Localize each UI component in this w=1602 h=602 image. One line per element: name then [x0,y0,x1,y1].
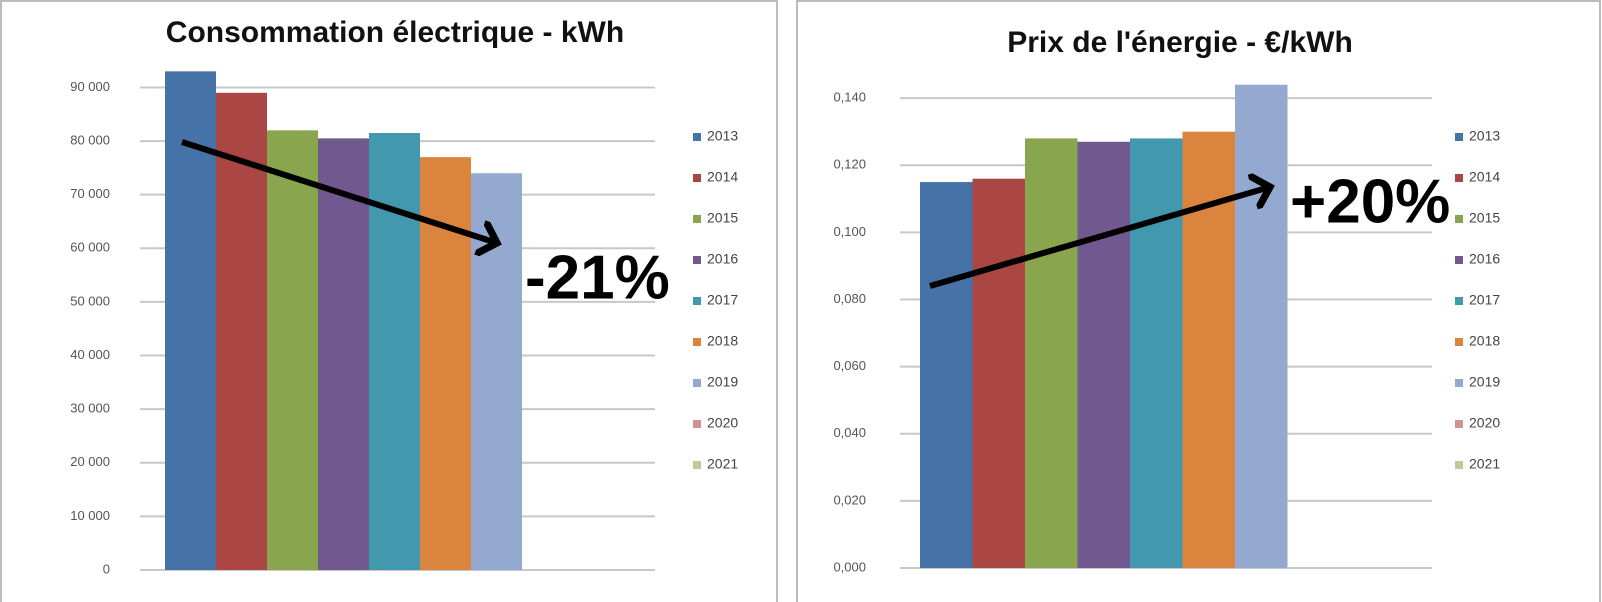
bar [1235,84,1288,568]
y-tick-label: 0,100 [833,224,866,239]
bar [1025,138,1078,569]
legend-swatch [1455,256,1463,264]
legend-swatch [1455,338,1463,346]
legend-swatch [693,215,701,223]
bar [1077,141,1130,568]
legend-label: 2021 [1469,456,1500,472]
annotation: -21% [525,243,670,312]
bar [267,130,318,570]
legend-label: 2015 [1469,210,1500,226]
y-tick-label: 90 000 [70,79,110,94]
y-tick-label: 0,020 [833,492,866,507]
bar [471,173,522,570]
legend-swatch [1455,461,1463,469]
legend-swatch [1455,420,1463,428]
chart-title: Consommation électrique - kWh [166,16,624,49]
legend-label: 2016 [707,251,738,267]
y-tick-label: 0,120 [833,157,866,172]
legend-swatch [1455,133,1463,141]
bar [920,182,973,569]
legend-swatch [1455,215,1463,223]
y-tick-label: 70 000 [70,186,110,201]
y-tick-label: 0,000 [833,559,866,574]
y-tick-label: 0,140 [833,90,866,105]
legend-swatch [693,420,701,428]
legend-label: 2018 [707,333,738,349]
chart-title: Prix de l'énergie - €/kWh [1007,26,1353,59]
y-tick-label: 50 000 [70,293,110,308]
legend-swatch [1455,297,1463,305]
bar [972,178,1025,568]
legend-swatch [693,133,701,141]
y-tick-label: 40 000 [70,347,110,362]
annotation: +20% [1290,167,1450,236]
legend-label: 2014 [707,169,738,185]
legend-swatch [1455,174,1463,182]
y-tick-label: 0,040 [833,425,866,440]
legend-label: 2013 [707,128,738,144]
legend-label: 2015 [707,210,738,226]
legend-label: 2019 [1469,374,1500,390]
legend-label: 2014 [1469,169,1500,185]
y-tick-label: 10 000 [70,508,110,523]
legend-label: 2018 [1469,333,1500,349]
legend-swatch [693,256,701,264]
y-tick-label: 0 [103,561,110,576]
legend-swatch [693,461,701,469]
y-tick-label: 0,080 [833,291,866,306]
legend-swatch [693,297,701,305]
legend-label: 2013 [1469,128,1500,144]
legend-label: 2017 [707,292,738,308]
y-tick-label: 60 000 [70,240,110,255]
legend-label: 2019 [707,374,738,390]
legend-swatch [1455,379,1463,387]
y-tick-label: 20 000 [70,454,110,469]
legend-label: 2017 [1469,292,1500,308]
y-tick-label: 0,060 [833,358,866,373]
legend-label: 2016 [1469,251,1500,267]
legend-label: 2021 [707,456,738,472]
bar [369,133,420,570]
y-tick-label: 80 000 [70,133,110,148]
y-tick-label: 30 000 [70,401,110,416]
trend-arrow [929,187,1270,289]
legend-swatch [693,379,701,387]
trend-arrow [181,139,497,243]
legend-label: 2020 [707,415,738,431]
legend-swatch [693,338,701,346]
bar [318,138,369,570]
legend-label: 2020 [1469,415,1500,431]
bar [216,92,267,571]
bar [165,71,216,571]
bar [1130,138,1183,569]
legend-swatch [693,174,701,182]
